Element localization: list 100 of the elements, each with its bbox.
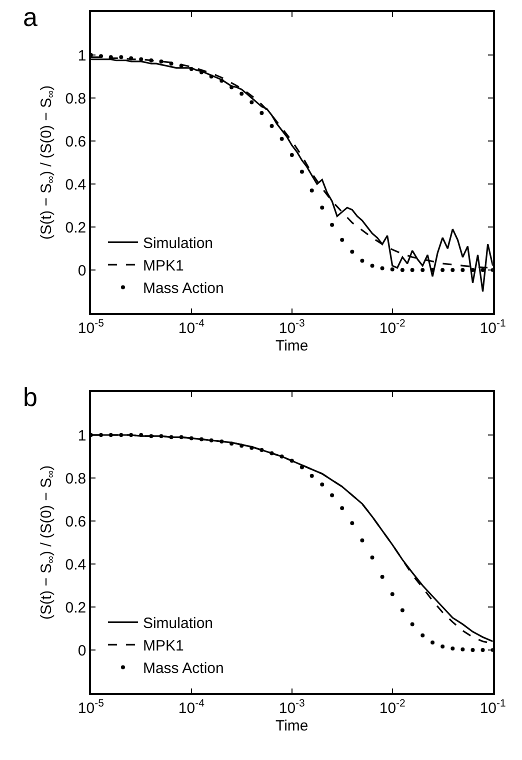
- x-tick-label: 10$^{-4}$: [178, 697, 205, 717]
- y-tick-label: 0.2: [65, 219, 86, 236]
- point: [420, 633, 425, 638]
- legend-label: MPK1: [142, 258, 184, 275]
- point: [440, 644, 445, 649]
- point: [410, 268, 414, 272]
- point: [230, 85, 234, 90]
- y-tick-label: 0.2: [65, 599, 86, 616]
- point: [139, 433, 144, 437]
- point: [390, 592, 394, 596]
- point: [119, 55, 124, 60]
- x-axis-title: Time: [275, 717, 308, 734]
- point: [129, 433, 134, 437]
- legend-label: MPK1: [142, 638, 184, 655]
- legend-label: Mass Action: [142, 280, 224, 298]
- point: [230, 442, 234, 446]
- point: [380, 574, 384, 579]
- point: [480, 648, 485, 652]
- y-tick-label: 0: [78, 642, 86, 660]
- legend-label: Mass Action: [142, 660, 224, 678]
- point: [320, 482, 324, 486]
- point: [470, 648, 475, 652]
- point: [260, 111, 264, 116]
- point: [450, 646, 455, 650]
- x-tick-label: 10$^{-4}$: [178, 317, 205, 337]
- point: [240, 92, 244, 96]
- point: [159, 59, 164, 64]
- point: [270, 451, 274, 456]
- point: [139, 57, 144, 62]
- y-tick-label: 1: [78, 427, 86, 444]
- x-tick-label: 10$^{-3}$: [278, 317, 306, 337]
- point: [189, 66, 194, 71]
- point: [330, 222, 334, 227]
- point: [350, 521, 354, 526]
- point: [220, 439, 224, 444]
- point: [159, 434, 164, 438]
- point: [250, 446, 254, 450]
- point: [270, 124, 274, 128]
- legend-label: Simulation: [142, 235, 214, 252]
- point: [340, 238, 344, 242]
- point: [380, 266, 384, 270]
- point: [460, 647, 465, 652]
- point: [179, 435, 184, 440]
- x-tick-label: 10$^{-3}$: [278, 697, 306, 717]
- point: [360, 538, 364, 542]
- point: [330, 493, 334, 498]
- point: [209, 74, 214, 78]
- y-tick-label: 0.8: [65, 90, 86, 108]
- point: [280, 136, 284, 141]
- point: [370, 556, 374, 560]
- chart-title: a: [23, 2, 38, 32]
- point: [340, 506, 344, 510]
- chart-title: b: [23, 382, 38, 412]
- x-tick-label: 10$^{-5}$: [78, 697, 104, 717]
- point: [320, 206, 324, 210]
- y-tick-label: 0.8: [65, 470, 86, 488]
- point: [460, 268, 465, 272]
- point: [179, 64, 184, 68]
- x-tick-label: 10$^{-1}$: [480, 697, 506, 717]
- point: [390, 267, 394, 272]
- point: [260, 448, 264, 452]
- y-tick-label: 0.6: [65, 133, 86, 150]
- point: [99, 433, 104, 437]
- x-tick-label: 10$^{-2}$: [379, 697, 406, 717]
- point: [420, 268, 425, 272]
- x-tick-label: 10$^{-2}$: [379, 317, 406, 337]
- point: [169, 435, 174, 440]
- point: [280, 454, 284, 458]
- point: [450, 268, 455, 272]
- point: [300, 170, 304, 174]
- y-tick-label: 0.4: [65, 176, 86, 194]
- point: [400, 268, 404, 272]
- point: [310, 188, 314, 192]
- point: [129, 56, 134, 60]
- x-tick-label: 10$^{-5}$: [78, 317, 104, 337]
- point: [440, 268, 445, 272]
- point: [410, 622, 414, 626]
- y-tick-label: 0.4: [65, 556, 86, 574]
- point: [290, 458, 294, 463]
- point: [430, 640, 435, 644]
- point: [300, 465, 304, 470]
- point: [99, 54, 104, 58]
- x-axis-title: Time: [275, 337, 308, 354]
- point: [350, 250, 354, 254]
- y-tick-label: 1: [78, 47, 86, 64]
- point: [240, 444, 244, 448]
- point: [360, 258, 364, 263]
- point: [108, 433, 113, 437]
- point: [149, 434, 154, 438]
- point: [119, 433, 124, 437]
- point: [480, 268, 485, 272]
- y-tick-label: 0: [78, 262, 86, 280]
- x-tick-label: 10$^{-1}$: [480, 317, 506, 337]
- point: [199, 437, 204, 442]
- point: [149, 58, 154, 62]
- y-tick-label: 0.6: [65, 513, 86, 530]
- legend-label: Simulation: [142, 615, 214, 632]
- point: [250, 100, 254, 104]
- point: [400, 608, 404, 612]
- point: [220, 78, 224, 83]
